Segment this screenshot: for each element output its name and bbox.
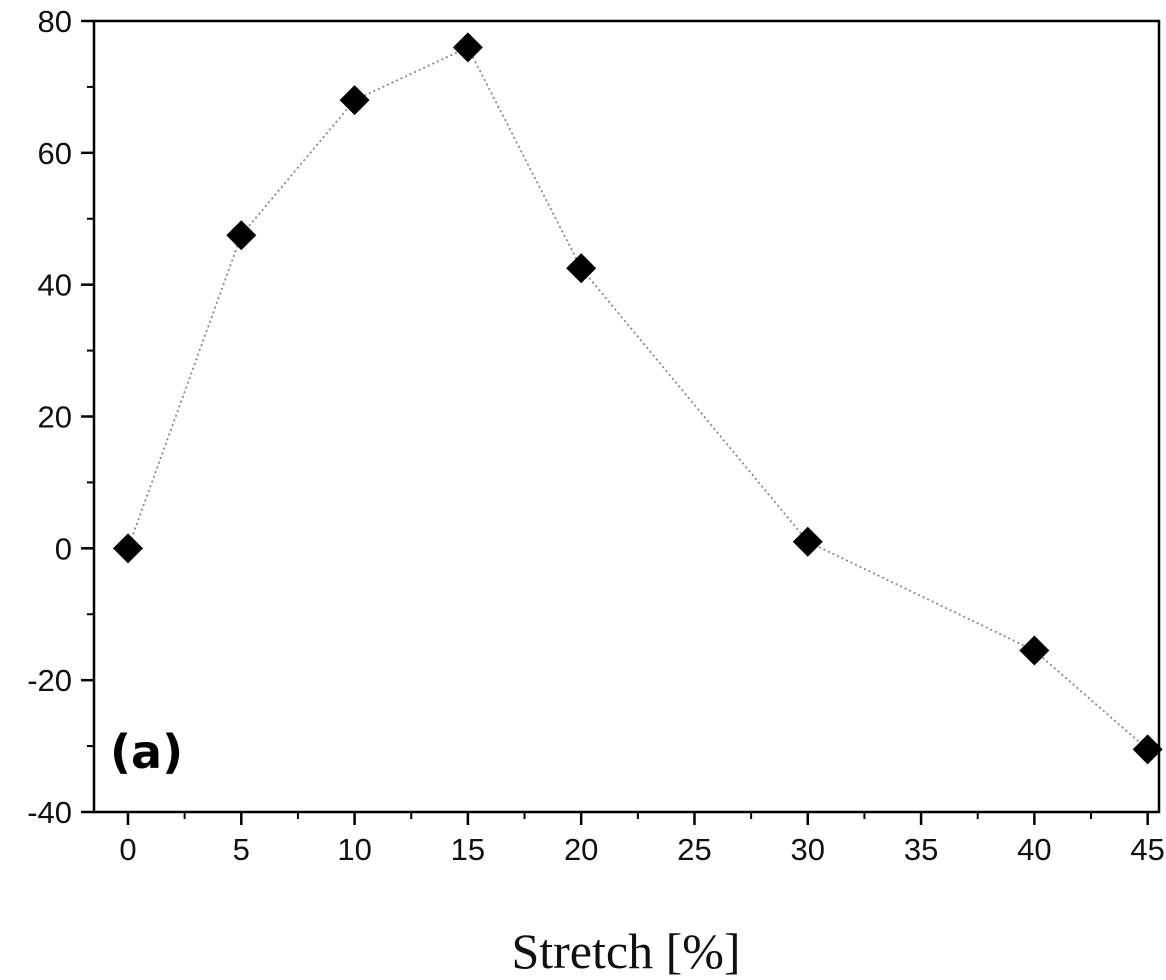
x-tick-label: 0 (119, 832, 136, 867)
x-tick-label: 40 (1017, 832, 1051, 867)
y-minor-ticks (87, 85, 94, 748)
y-tick-label: 60 (38, 136, 72, 171)
x-tick-label: 20 (564, 832, 598, 867)
x-tick-label: 15 (451, 832, 485, 867)
y-tick-label: 80 (38, 4, 72, 39)
y-tick-label: 40 (38, 268, 72, 303)
data-point (112, 533, 143, 564)
x-tick-label: 30 (791, 832, 825, 867)
data-point (1132, 734, 1163, 765)
y-tick-labels: -40 -20 0 20 40 60 80 (27, 4, 72, 830)
y-tick-label: 0 (55, 531, 72, 566)
y-tick-label: 20 (38, 400, 72, 435)
x-tick-label: 45 (1130, 832, 1164, 867)
x-tick-label: 25 (677, 832, 711, 867)
data-point (339, 85, 370, 116)
x-tick-label: 35 (904, 832, 938, 867)
y-major-ticks (81, 19, 94, 814)
x-tick-label: 5 (233, 832, 250, 867)
plot-frame (92, 19, 1161, 814)
y-tick-label: -20 (27, 663, 72, 698)
x-major-ticks (126, 812, 1149, 825)
series-line (127, 46, 1149, 751)
y-tick-label: -40 (27, 795, 72, 830)
x-axis-title: Stretch [%] (511, 923, 740, 979)
x-tick-label: 10 (337, 832, 371, 867)
data-point (792, 526, 823, 557)
data-point (226, 220, 257, 251)
x-tick-labels: 0 5 10 15 20 25 30 35 40 45 (119, 832, 1165, 867)
x-minor-ticks (183, 812, 1093, 819)
data-point (452, 32, 483, 63)
data-point (1019, 635, 1050, 666)
series-markers (112, 32, 1163, 765)
data-point (566, 253, 597, 284)
panel-label: (a) (110, 725, 183, 779)
